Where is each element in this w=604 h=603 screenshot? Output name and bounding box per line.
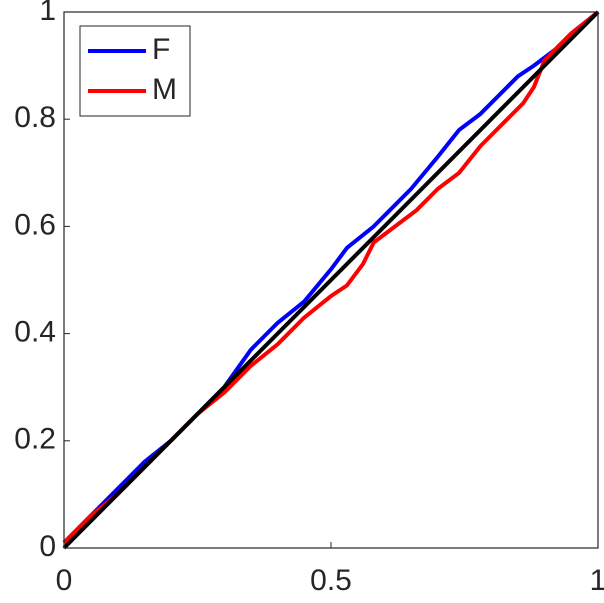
legend-label: M	[152, 73, 177, 106]
legend-box	[79, 25, 191, 117]
x-tick-label: 0	[56, 564, 73, 597]
axes-box	[63, 11, 599, 549]
x-tick-label: 0.5	[310, 564, 352, 597]
legend-label: F	[152, 33, 170, 66]
y-tick-label: 0.6	[14, 208, 56, 241]
y-tick-label: 0.4	[14, 316, 56, 349]
y-tick-label: 1	[39, 0, 56, 27]
x-tick-label: 1	[590, 564, 604, 597]
y-tick-label: 0	[39, 530, 56, 563]
line	[62, 10, 600, 550]
y-tick-label: 0.8	[14, 101, 56, 134]
y-tick-label: 0.2	[14, 423, 56, 456]
